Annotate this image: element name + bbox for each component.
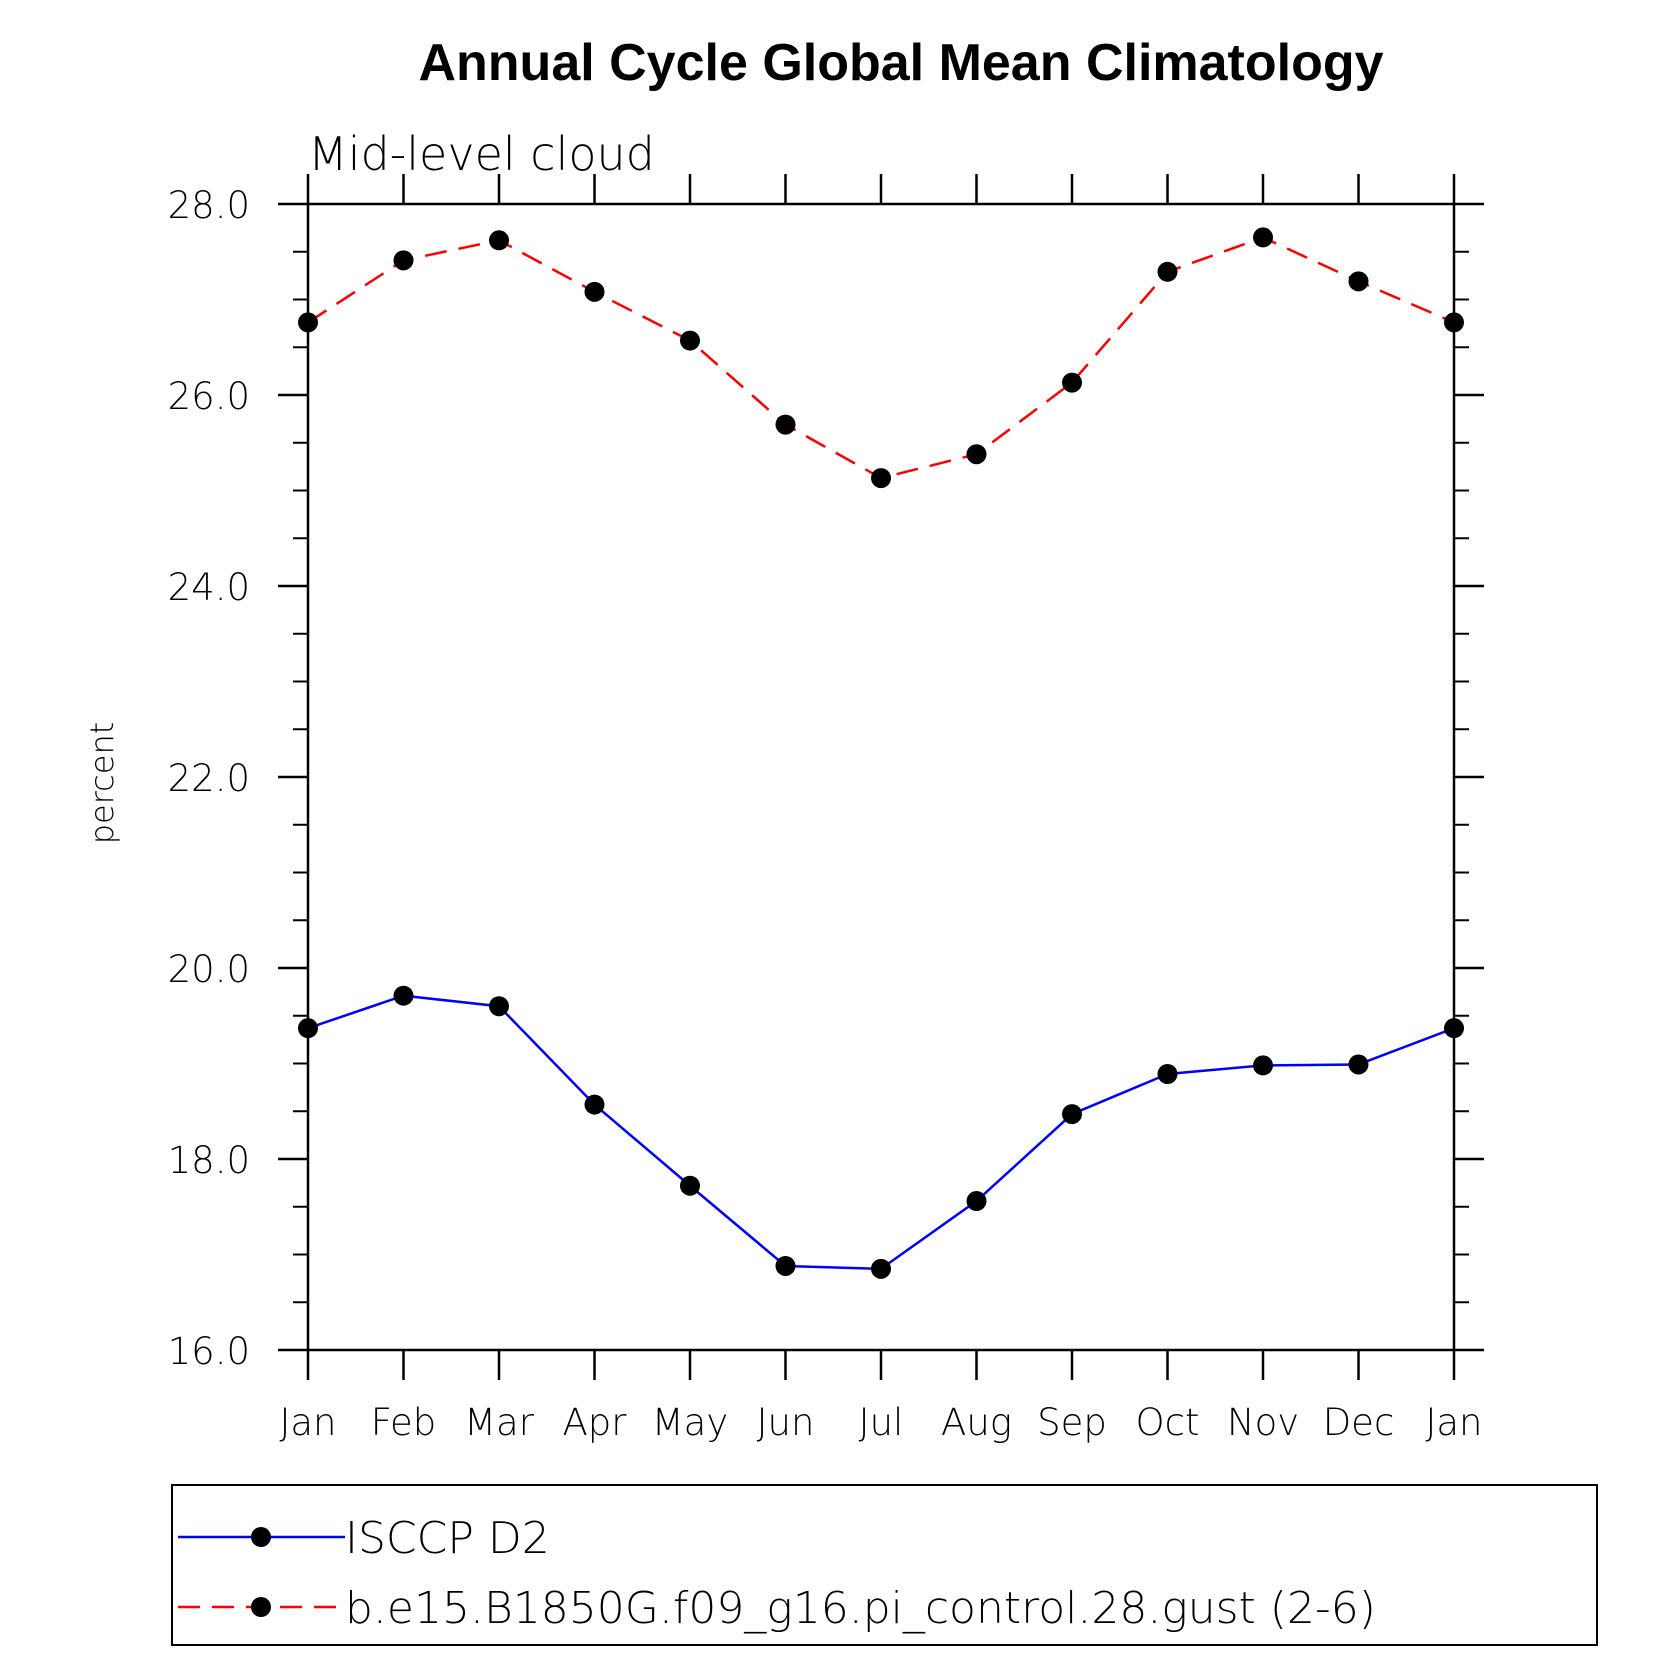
y-tick-label: 18.0 [168,1139,250,1182]
data-point [775,1255,796,1276]
x-tick-label: Jan [279,1401,336,1444]
data-point [489,996,509,1017]
data-point [1062,1104,1082,1125]
axes: Jan Feb Mar Apr May Jun Jul Aug Sep Oct Nov Dec Jan 1… [168,174,1484,1444]
x-tick-label: Sep [1037,1401,1107,1444]
y-tick-label: 20.0 [168,948,250,991]
data-point [680,330,700,351]
legend-label: ISCCP D2 [345,1513,550,1564]
data-point [584,281,605,302]
y-tick-label: 28.0 [168,184,250,227]
x-tick-label: Oct [1136,1401,1200,1444]
y-tick-label: 24.0 [168,566,250,609]
chart-subtitle: Mid-level cloud [308,127,655,181]
x-tick-label: Nov [1227,1401,1299,1444]
data-point [1253,1055,1273,1076]
data-point [966,444,987,465]
data-point [298,1018,318,1039]
series-line-2 [307,236,1455,480]
chart-title: Annual Cycle Global Mean Climatology [418,34,1383,92]
x-tick-label: Dec [1323,1401,1395,1444]
data-point [1444,1018,1464,1039]
legend: ISCCP D2 b.e15.B1850G.f09_g16.pi_control.… [171,1484,1598,1646]
legend-marker [251,1597,271,1617]
data-point [298,312,318,333]
data-point [680,1175,700,1196]
series-group [298,227,1464,1279]
x-tick-label: Feb [371,1401,437,1444]
data-point [1157,261,1178,282]
data-point [1348,271,1369,292]
data-point [966,1191,987,1212]
series-line-1 [307,994,1455,1271]
data-point [393,250,414,271]
data-point [871,468,891,489]
y-axis-label: percent [83,722,121,845]
data-point [489,230,509,251]
x-tick-label: Jun [757,1401,815,1444]
data-point [775,414,796,435]
x-tick-label: Jul [859,1401,904,1444]
data-point [1253,227,1273,248]
legend-marker [251,1527,271,1547]
x-tick-label: Aug [941,1401,1012,1444]
y-tick-label: 16.0 [168,1330,250,1373]
data-point [1062,372,1082,393]
data-point [871,1258,891,1279]
data-point [393,985,414,1006]
y-tick-label: 26.0 [168,375,250,418]
legend-label: b.e15.B1850G.f09_g16.pi_control.28.gust … [345,1583,1376,1634]
data-point [584,1094,605,1115]
data-point [1348,1054,1369,1075]
data-point [1444,312,1464,333]
x-tick-label: Apr [562,1401,627,1444]
y-tick-label: 22.0 [168,757,250,800]
plot-frame [306,202,1456,1352]
data-point [1157,1064,1178,1085]
legend-box [171,1484,1598,1646]
x-tick-label: May [652,1401,729,1444]
x-tick-label: Mar [464,1401,535,1444]
x-tick-label: Jan [1425,1401,1482,1444]
